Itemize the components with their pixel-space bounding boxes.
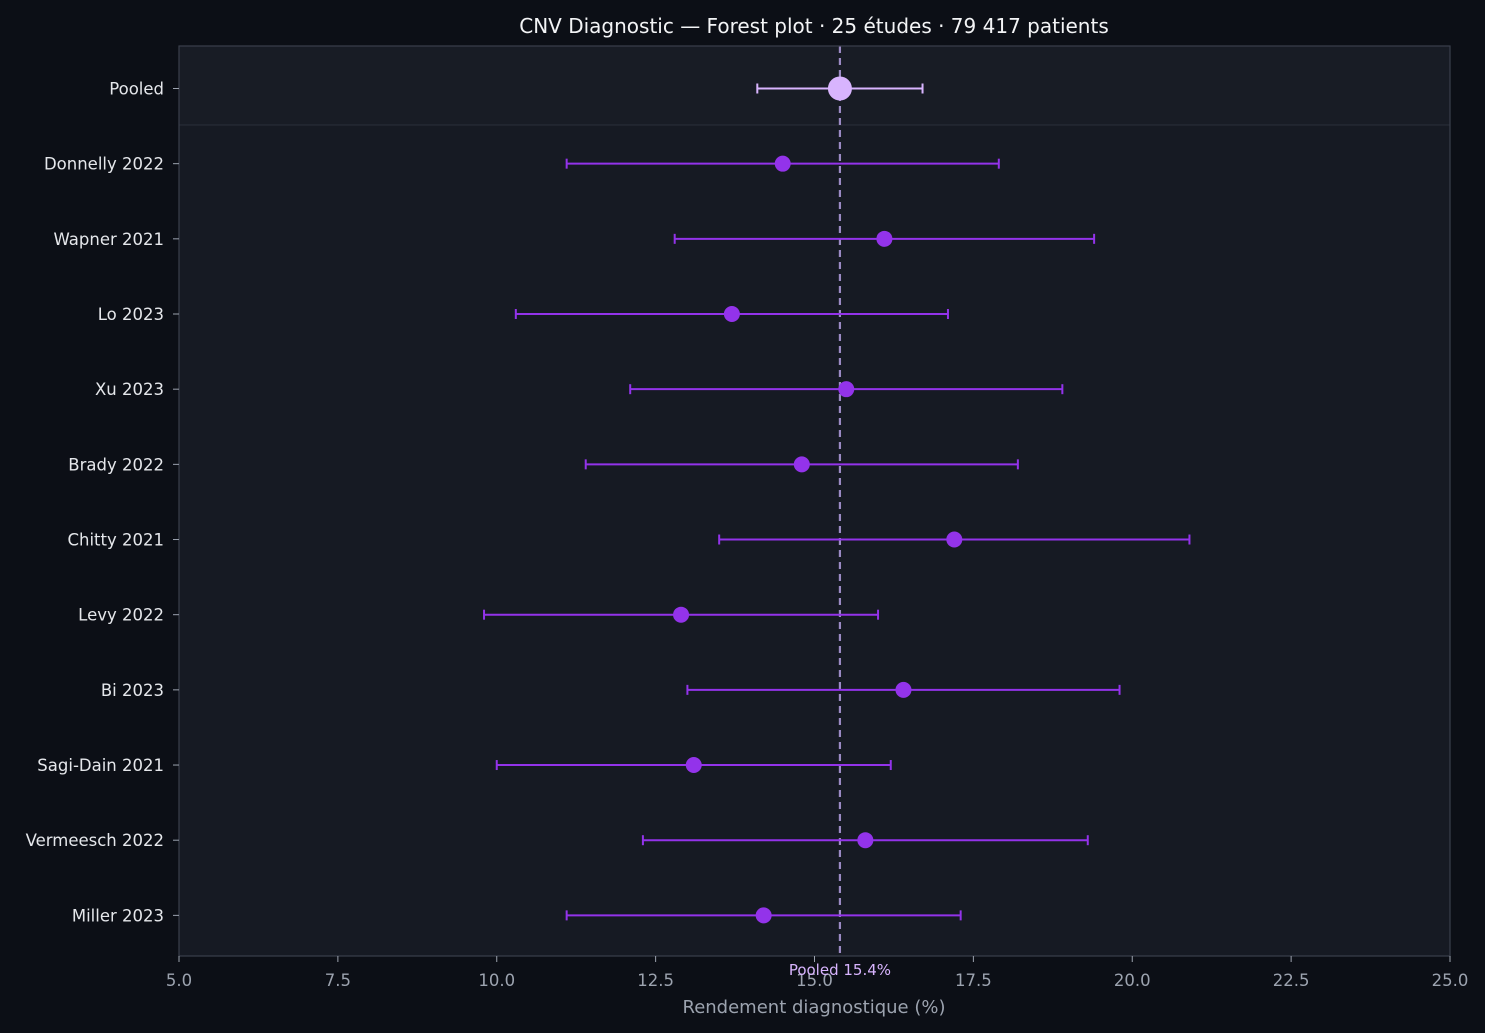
x-tick-label: 25.0 bbox=[1432, 971, 1469, 990]
study-estimate-point bbox=[685, 757, 702, 774]
study-estimate-point bbox=[838, 381, 855, 398]
study-estimate-point bbox=[857, 832, 874, 849]
study-estimate-point bbox=[774, 155, 791, 172]
study-estimate-point bbox=[876, 230, 893, 247]
study-label: Donnelly 2022 bbox=[44, 155, 164, 174]
study-label: Xu 2023 bbox=[95, 380, 164, 399]
study-label: Sagi-Dain 2021 bbox=[37, 756, 164, 775]
x-tick-label: 15.0 bbox=[796, 971, 833, 990]
study-label: Bi 2023 bbox=[101, 681, 164, 700]
study-label: Wapner 2021 bbox=[54, 230, 164, 249]
study-estimate-point bbox=[673, 606, 690, 623]
pooled-row-band bbox=[179, 46, 1450, 125]
x-tick-label: 5.0 bbox=[166, 971, 192, 990]
x-axis-label: Rendement diagnostique (%) bbox=[683, 997, 946, 1018]
study-estimate-point bbox=[793, 456, 810, 473]
reference-line-label: Pooled 15.4% bbox=[789, 961, 891, 979]
study-label: Vermeesch 2022 bbox=[26, 831, 164, 850]
pooled-label: Pooled bbox=[109, 80, 164, 99]
plot-area bbox=[179, 46, 1450, 956]
study-label: Lo 2023 bbox=[98, 305, 164, 324]
chart-title: CNV Diagnostic — Forest plot · 25 études… bbox=[519, 14, 1109, 38]
x-tick-label: 17.5 bbox=[955, 971, 992, 990]
study-label: Miller 2023 bbox=[72, 906, 164, 925]
study-estimate-point bbox=[946, 531, 963, 548]
study-estimate-point bbox=[723, 306, 740, 323]
x-tick-label: 20.0 bbox=[1114, 971, 1151, 990]
study-estimate-point bbox=[895, 681, 912, 698]
x-tick-label: 12.5 bbox=[637, 971, 674, 990]
x-tick-label: 7.5 bbox=[325, 971, 351, 990]
pooled-estimate-point bbox=[827, 76, 852, 101]
x-tick-label: 22.5 bbox=[1273, 971, 1310, 990]
study-label: Chitty 2021 bbox=[67, 531, 164, 550]
study-label: Brady 2022 bbox=[68, 455, 164, 474]
study-label: Levy 2022 bbox=[78, 606, 164, 625]
x-tick-label: 10.0 bbox=[478, 971, 515, 990]
study-estimate-point bbox=[755, 907, 772, 924]
